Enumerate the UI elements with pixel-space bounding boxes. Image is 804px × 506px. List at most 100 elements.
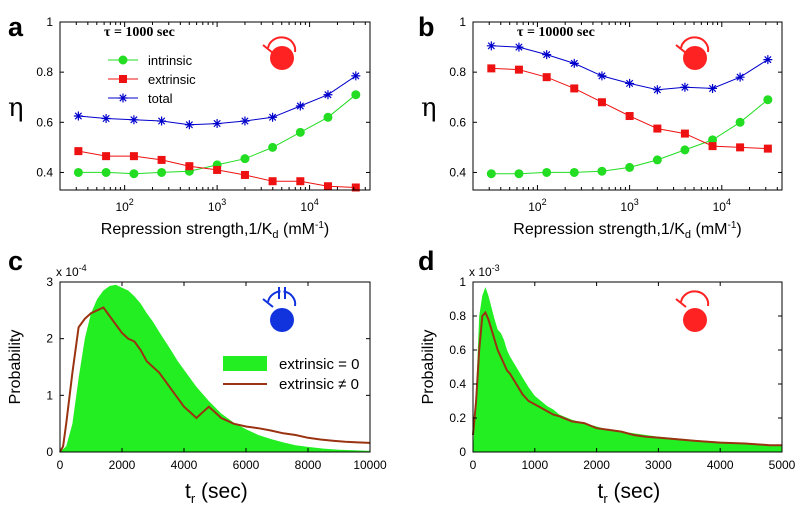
data-point-extrinsic — [653, 124, 662, 133]
x-tick-label: 0 — [57, 458, 64, 472]
data-point-extrinsic — [625, 112, 634, 121]
panel-letter: c — [8, 246, 23, 276]
panel-letter: d — [418, 246, 435, 276]
x-tick-label: 10000 — [353, 458, 387, 472]
y-tick-label: 0 — [46, 445, 53, 459]
y-tick-label: 1 — [46, 15, 53, 29]
y-axis-label: η — [8, 93, 24, 123]
data-point-extrinsic — [213, 165, 222, 174]
data-point-total — [184, 120, 194, 130]
data-point-total — [680, 82, 690, 92]
x-tick-label: 4000 — [707, 458, 734, 472]
y-tick-label: 2 — [46, 332, 53, 346]
data-point-intrinsic — [652, 155, 662, 165]
y-tick-label: 1 — [459, 15, 466, 29]
data-point-extrinsic — [763, 144, 772, 153]
data-point-extrinsic — [268, 177, 277, 186]
x-axis-label-superscript: -1 — [727, 220, 736, 231]
x-tick-label: 5000 — [769, 458, 796, 472]
data-point-total — [157, 116, 167, 126]
data-point-intrinsic — [295, 127, 305, 137]
x-tick-label: 102 — [528, 197, 546, 214]
x-tick-label: 0 — [470, 458, 477, 472]
x-tick-label: 6000 — [233, 458, 260, 472]
x-axis-label-subscript: d — [685, 229, 691, 241]
gene-node-icon — [683, 46, 707, 70]
data-point-total — [625, 78, 635, 88]
x-axis-label-unit: (sec) — [608, 480, 661, 503]
y-tick-label: 0.8 — [449, 65, 466, 79]
x-axis-label-main: Repression strength,1/K — [513, 221, 685, 238]
repression-bar — [262, 298, 274, 308]
data-point-total — [351, 71, 361, 81]
data-point-total — [597, 71, 607, 81]
data-point-total — [73, 111, 83, 121]
data-point-intrinsic — [157, 167, 167, 177]
panel-letter: a — [8, 12, 24, 42]
data-point-total — [514, 42, 524, 52]
x-tick-label: 102 — [115, 197, 133, 214]
data-point-intrinsic — [240, 154, 250, 164]
series-line-intrinsic — [491, 99, 769, 175]
x-tick-base: 10 — [208, 200, 222, 214]
data-point-extrinsic — [542, 73, 551, 82]
legend-label-extrinsic: extrinsic — [148, 72, 196, 87]
y-tick-label: 0.4 — [449, 377, 466, 391]
x-tick-exponent: 3 — [221, 197, 226, 207]
gene-node-icon — [270, 46, 294, 70]
scale-exponent: -3 — [492, 263, 500, 273]
x-axis-label-superscript: -1 — [315, 220, 324, 231]
data-point-intrinsic — [625, 162, 635, 172]
gene-node-icon — [683, 308, 707, 332]
data-point-extrinsic — [708, 142, 717, 151]
data-point-extrinsic — [296, 177, 305, 186]
data-point-extrinsic — [74, 147, 83, 156]
x-tick-label: 103 — [620, 197, 638, 214]
data-point-total — [708, 83, 718, 93]
data-point-total — [101, 114, 111, 124]
area-extrinsic-zero — [473, 287, 782, 452]
legend-label-intrinsic: intrinsic — [148, 53, 193, 68]
data-point-intrinsic — [569, 167, 579, 177]
legend-marker-total — [118, 93, 128, 103]
data-point-extrinsic — [129, 152, 138, 161]
self-repression-arc — [680, 290, 710, 307]
x-axis-label-unit: (mM — [279, 221, 315, 238]
x-tick-label: 8000 — [295, 458, 322, 472]
legend-label-total: total — [148, 91, 173, 106]
x-axis-label: Repression strength,1/Kd (mM-1) — [513, 220, 741, 241]
data-point-total — [652, 85, 662, 95]
y-axis-label: Probability — [420, 330, 437, 405]
x-tick-exponent: 4 — [314, 197, 319, 207]
data-point-extrinsic — [323, 182, 332, 191]
data-point-total — [763, 55, 773, 65]
legend-swatch-extrinsic-zero — [223, 356, 267, 371]
x-tick-label: 4000 — [171, 458, 198, 472]
y-tick-label: 3 — [46, 275, 53, 289]
x-axis-label-subscript: d — [272, 229, 278, 241]
data-point-extrinsic — [680, 129, 689, 138]
y-tick-label: 0.4 — [449, 165, 466, 179]
x-axis-label-end: ) — [736, 221, 741, 238]
x-tick-base: 10 — [528, 200, 542, 214]
data-point-extrinsic — [570, 84, 579, 93]
y-tick-label: 0.6 — [449, 343, 466, 357]
axes-frame — [59, 21, 371, 191]
data-point-extrinsic — [240, 170, 249, 179]
legend-label-extrinsic-nonzero: extrinsic ≠ 0 — [279, 376, 359, 393]
y-tick-label: 0.6 — [36, 115, 53, 129]
gene-node-icon — [270, 308, 294, 332]
x-axis-label-main: t — [185, 480, 191, 503]
data-point-total — [268, 112, 278, 122]
y-tick-label: 0.4 — [36, 165, 53, 179]
x-tick-exponent: 2 — [129, 197, 134, 207]
axes-frame — [472, 21, 783, 191]
x-axis-label-unit: (mM — [691, 221, 727, 238]
axes-frame — [472, 281, 783, 453]
area-extrinsic-zero — [60, 284, 370, 452]
data-point-extrinsic — [102, 152, 111, 161]
data-point-total — [735, 72, 745, 82]
x-tick-exponent: 4 — [726, 197, 731, 207]
